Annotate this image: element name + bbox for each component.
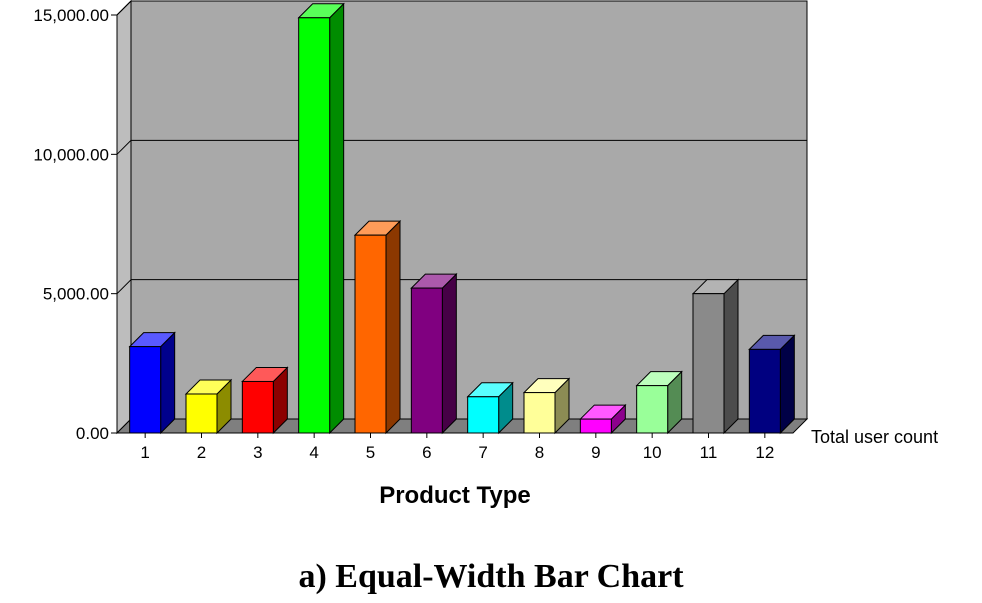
bar-front [354,234,387,434]
x-tick-label: 7 [478,443,487,462]
bar-front [467,396,500,434]
x-tick-label: 10 [643,443,662,462]
side-wall [116,0,132,435]
gridline-side [116,0,132,16]
bar-4 [297,2,345,435]
bar-9 [579,403,627,435]
bar-6 [410,272,458,435]
bar-1 [128,331,176,435]
bar-side [160,331,176,435]
plot-walls [115,0,809,435]
gridlines [116,0,807,295]
x-tick-label: 3 [253,443,262,462]
bar-front [523,392,556,434]
bar-11 [691,278,740,435]
bar-front [748,348,781,434]
y-tick-label: 10,000.00 [33,145,109,164]
x-tick-label: 4 [309,443,318,462]
gridline-side [116,139,132,155]
x-tick-label: 1 [140,443,149,462]
series-label: Total user count [811,427,938,447]
bars [128,2,796,435]
x-tick-label: 2 [197,443,206,462]
bar-front [692,293,725,434]
bar-front [185,393,218,434]
bar-side [779,334,795,435]
x-tick-label: 12 [755,443,774,462]
y-axis-ticks: 0.00 5,000.00 10,000.00 15,000.00 [33,6,118,443]
x-tick-label: 5 [366,443,375,462]
bar-10 [635,370,683,435]
x-tick-label: 6 [422,443,431,462]
bar-side [385,219,401,435]
bar-front [410,287,443,434]
x-tick-label: 8 [535,443,544,462]
bar-front [579,418,612,434]
figure-caption: a) Equal-Width Bar Chart [298,558,684,595]
bar-front [129,346,162,434]
bar-front [298,17,331,434]
x-tick-label: 9 [591,443,600,462]
bar-8 [522,377,571,435]
bar-3 [241,366,289,435]
y-tick-label: 5,000.00 [43,285,109,304]
bar-12 [748,334,796,435]
y-tick-label: 0.00 [76,424,109,443]
bar-7 [466,381,514,435]
x-axis-ticks: 1 2 3 4 5 6 7 8 9 10 11 12 [117,432,793,462]
bar-front [636,385,669,434]
bar-2 [184,378,233,435]
x-tick-label: 11 [700,443,718,462]
bar-side [441,272,457,435]
y-tick-label: 15,000.00 [33,6,109,25]
bar-front [241,380,274,434]
gridline-side [116,279,132,295]
bar-side [723,278,739,435]
bar-5 [353,219,402,435]
x-axis-title: Product Type [379,482,531,509]
bar-side [329,2,345,435]
